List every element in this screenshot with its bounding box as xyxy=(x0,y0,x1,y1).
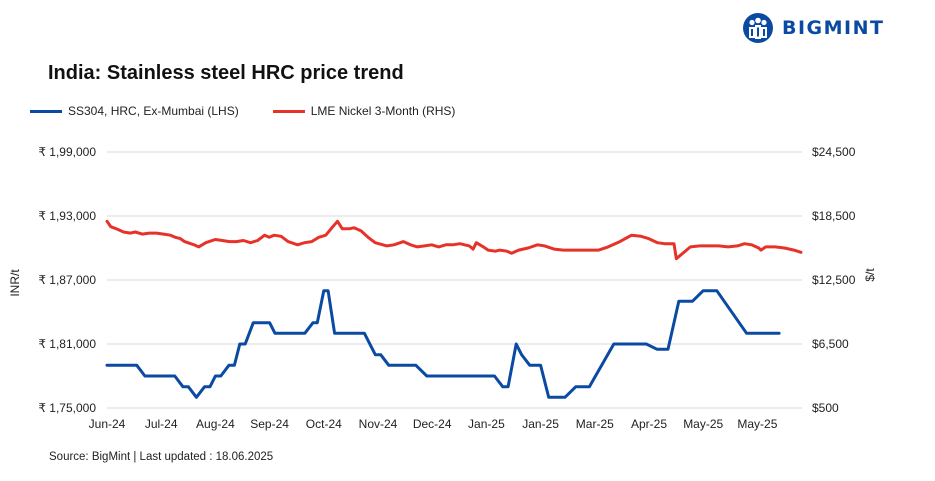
x-tick-label: May-25 xyxy=(737,417,777,431)
y-axis-right-label: $/t xyxy=(863,268,877,282)
x-tick-label: May-25 xyxy=(683,417,723,431)
right-axis-ticks: $500 $6,500 $12,500 $18,500 $24,500 xyxy=(812,145,856,415)
series-line-lme-nickel xyxy=(105,219,803,261)
legend-item-lme-nickel: LME Nickel 3-Month (RHS) xyxy=(272,104,456,118)
x-tick-label: Jul-24 xyxy=(145,417,178,431)
left-axis-ticks: ₹ 1,75,000 ₹ 1,81,000 ₹ 1,87,000 ₹ 1,93,000… xyxy=(38,145,96,415)
x-tick-label: Jan-25 xyxy=(522,417,559,431)
legend-swatch-lme-nickel xyxy=(272,109,305,113)
bigmint-logo-mark-icon xyxy=(743,13,773,43)
x-tick-label: Dec-24 xyxy=(413,417,452,431)
legend-swatch-ss304 xyxy=(30,109,62,113)
x-tick-label: Jun-24 xyxy=(89,417,126,431)
legend-label-ss304: SS304, HRC, Ex-Mumbai (LHS) xyxy=(68,104,239,118)
x-tick-label: Aug-24 xyxy=(196,417,235,431)
left-tick-label: ₹ 1,87,000 xyxy=(38,273,96,287)
bigmint-logo: BIGMINT xyxy=(742,12,885,44)
right-tick-label: $18,500 xyxy=(812,209,856,223)
x-tick-label: Jan-25 xyxy=(468,417,505,431)
bigmint-logo-text: BIGMINT xyxy=(782,17,885,39)
left-tick-label: ₹ 1,75,000 xyxy=(38,401,96,415)
x-tick-label: Apr-25 xyxy=(631,417,667,431)
source-note: Source: BigMint | Last updated : 18.06.2… xyxy=(49,451,274,463)
gridlines xyxy=(107,151,802,409)
legend-label-lme-nickel: LME Nickel 3-Month (RHS) xyxy=(310,104,456,118)
x-tick-label: Sep-24 xyxy=(250,417,289,431)
y-axis-left-label: INR/t xyxy=(8,269,22,297)
left-tick-label: ₹ 1,81,000 xyxy=(38,337,96,351)
x-tick-label: Mar-25 xyxy=(576,417,614,431)
chart-title: India: Stainless steel HRC price trend xyxy=(48,62,404,84)
legend-item-ss304: SS304, HRC, Ex-Mumbai (LHS) xyxy=(30,104,239,118)
left-tick-label: ₹ 1,93,000 xyxy=(38,209,96,223)
series-line-ss304 xyxy=(105,289,781,399)
right-tick-label: $500 xyxy=(812,401,839,415)
x-axis-ticks: Jun-24 Jul-24 Aug-24 Sep-24 Oct-24 Nov-24 Dec-… xyxy=(89,417,778,431)
right-tick-label: $12,500 xyxy=(812,273,856,287)
right-tick-label: $24,500 xyxy=(812,145,856,159)
series-lines xyxy=(105,219,803,399)
left-tick-label: ₹ 1,99,000 xyxy=(38,145,96,159)
chart-legend: SS304, HRC, Ex-Mumbai (LHS) LME Nickel 3… xyxy=(30,104,489,118)
right-tick-label: $6,500 xyxy=(812,337,849,351)
x-tick-label: Nov-24 xyxy=(359,417,398,431)
x-tick-label: Oct-24 xyxy=(306,417,342,431)
